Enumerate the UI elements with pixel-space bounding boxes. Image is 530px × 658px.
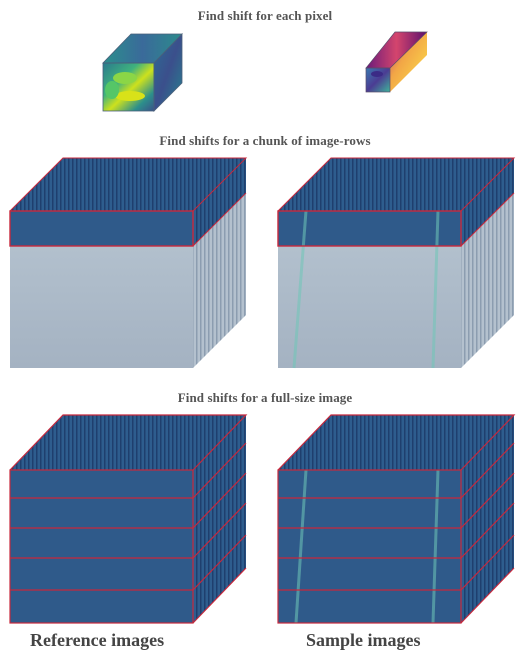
caption-sample-images: Sample images (306, 630, 421, 650)
title-chunk-shift: Find shifts for a chunk of image-rows (159, 133, 371, 148)
full-stack-sample (277, 414, 516, 624)
chunk-stack-sample (277, 157, 516, 369)
caption-reference-images: Reference images (30, 630, 165, 650)
full-stack-reference (9, 414, 248, 624)
pixel-cube-sample (365, 31, 428, 93)
pixel-cube-reference (102, 33, 183, 112)
chunk-stack-reference (9, 157, 248, 368)
title-pixel-shift: Find shift for each pixel (197, 8, 333, 23)
title-full-shift: Find shifts for a full-size image (177, 390, 353, 405)
